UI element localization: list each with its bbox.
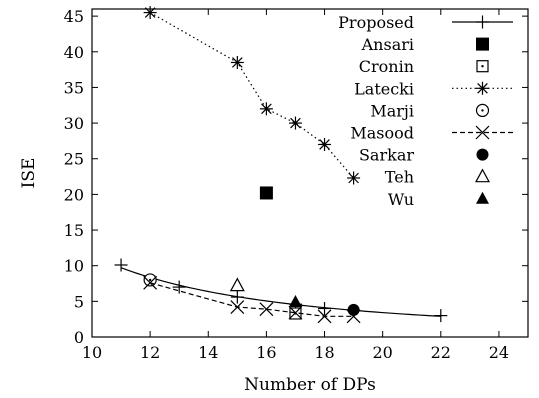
- series-masood: [143, 275, 361, 324]
- legend-label: Proposed: [338, 13, 414, 32]
- data-point-filled-square: [259, 186, 273, 200]
- series-teh: [229, 277, 245, 292]
- x-tick-label: 12: [140, 343, 160, 362]
- legend-item-proposed: Proposed: [338, 13, 513, 32]
- data-point-plus: [318, 301, 332, 315]
- data-point-cross: [475, 125, 490, 140]
- series-wu: [288, 295, 302, 308]
- data-point-cross: [259, 302, 274, 317]
- data-point-cross: [288, 305, 303, 320]
- plot-frame: [91, 8, 529, 338]
- y-tick-label: 20: [64, 185, 84, 204]
- series-ansari: [259, 186, 273, 200]
- series-sarkar: [347, 303, 360, 316]
- legend: Proposed Ansari Cronin Latecki Marji Masood Sa…: [338, 13, 513, 209]
- series-proposed: [114, 258, 448, 323]
- y-tick-label: 0: [74, 328, 84, 347]
- data-point-open-triangle: [229, 277, 245, 292]
- legend-item-cronin: Cronin: [359, 57, 489, 76]
- series-line-proposed: [120, 267, 441, 317]
- data-point-asterisk: [259, 102, 273, 116]
- x-tick-label: 18: [314, 343, 334, 362]
- y-tick-label: 15: [64, 221, 84, 240]
- legend-label: Sarkar: [359, 146, 414, 165]
- legend-label: Masood: [350, 124, 414, 143]
- legend-label: Latecki: [354, 79, 414, 98]
- data-point-asterisk: [288, 116, 302, 130]
- y-tick-label: 30: [64, 114, 84, 133]
- data-point-filled-square: [476, 37, 489, 51]
- x-axis-label: Number of DPs: [244, 375, 376, 395]
- y-tick-label: 45: [64, 7, 84, 26]
- x-tick-label: 14: [198, 343, 218, 362]
- y-tick-label: 35: [64, 78, 84, 97]
- series-latecki: [143, 6, 361, 185]
- data-point-dotted-square: [476, 60, 489, 73]
- legend-item-marji: Marji: [370, 101, 490, 120]
- axis-ticks: 10 12 14 16 18 20 22 24 0 5 10 15 20 25 30 35 40 45: [64, 7, 528, 362]
- data-point-plus: [114, 258, 128, 272]
- x-tick-label: 10: [82, 343, 102, 362]
- data-point-filled-circle: [347, 303, 360, 316]
- series-line-masood: [149, 282, 354, 317]
- data-point-filled-circle: [476, 148, 489, 161]
- data-point-asterisk: [347, 171, 361, 185]
- data-point-cross: [317, 309, 332, 324]
- data-point-open-triangle: [474, 168, 491, 183]
- data-point-filled-triangle: [476, 191, 489, 204]
- data-point-dotted-circle: [475, 103, 490, 118]
- legend-label: Marji: [370, 101, 414, 120]
- legend-item-teh: Teh: [385, 168, 491, 187]
- legend-item-wu: Wu: [388, 190, 489, 209]
- legend-item-sarkar: Sarkar: [359, 146, 489, 165]
- legend-label: Wu: [388, 190, 414, 209]
- series-marji: [143, 273, 157, 287]
- data-point-asterisk: [476, 81, 489, 95]
- data-point-plus: [434, 309, 448, 323]
- data-point-plus: [230, 290, 244, 304]
- data-point-cross: [143, 275, 158, 290]
- y-tick-label: 5: [74, 292, 84, 311]
- x-tick-label: 24: [489, 343, 509, 362]
- data-point-cross: [230, 300, 245, 314]
- x-tick-label: 20: [372, 343, 392, 362]
- y-tick-label: 25: [64, 150, 84, 169]
- legend-item-latecki: Latecki: [354, 79, 513, 98]
- data-point-asterisk: [143, 6, 157, 20]
- data-point-asterisk: [318, 137, 332, 151]
- legend-label: Cronin: [359, 57, 414, 76]
- y-tick-label: 40: [64, 43, 84, 62]
- legend-item-masood: Masood: [350, 124, 513, 143]
- y-tick-label: 10: [64, 257, 84, 276]
- data-point-dotted-circle: [143, 273, 157, 287]
- x-tick-label: 16: [256, 343, 276, 362]
- data-point-filled-triangle: [288, 295, 302, 308]
- legend-item-ansari: Ansari: [361, 35, 489, 54]
- series-line-latecki: [149, 12, 355, 179]
- data-point-plus: [172, 280, 186, 294]
- series-layer: [114, 6, 448, 324]
- legend-label: Ansari: [361, 35, 414, 54]
- x-tick-label: 22: [431, 343, 451, 362]
- data-point-asterisk: [230, 55, 244, 69]
- y-axis-label: ISE: [19, 158, 39, 189]
- legend-label: Teh: [385, 168, 414, 187]
- data-point-plus: [476, 15, 489, 29]
